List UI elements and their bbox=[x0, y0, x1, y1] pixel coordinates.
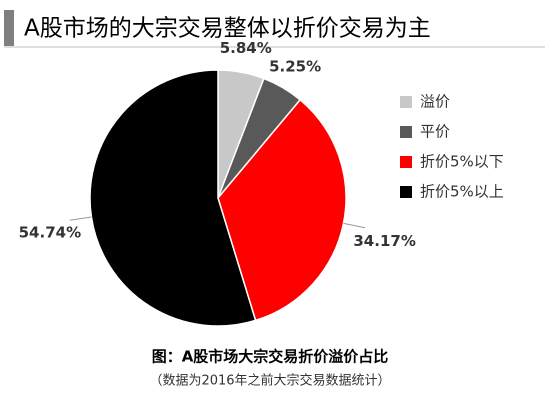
legend-label: 折价5%以上 bbox=[420, 183, 504, 201]
data-label: 5.84% bbox=[220, 39, 272, 57]
pie-slice bbox=[217, 98, 347, 322]
leader-line bbox=[343, 222, 366, 229]
pie-slice bbox=[89, 69, 257, 327]
legend-label: 溢价 bbox=[420, 93, 450, 111]
legend-swatch bbox=[400, 126, 412, 138]
caption: 图：A股市场大宗交易折价溢价占比 bbox=[152, 348, 389, 366]
data-label: 5.25% bbox=[269, 57, 321, 75]
legend-label: 平价 bbox=[420, 123, 450, 141]
legend-label: 折价5%以下 bbox=[420, 153, 504, 171]
title-marker bbox=[4, 10, 14, 46]
legend-swatch bbox=[400, 156, 412, 168]
data-label: 54.74% bbox=[19, 224, 81, 242]
chart-title: A股市场的大宗交易整体以折价交易为主 bbox=[24, 16, 431, 42]
leader-line bbox=[69, 216, 92, 221]
legend-swatch bbox=[400, 96, 412, 108]
legend-swatch bbox=[400, 186, 412, 198]
note: （数据为2016年之前大宗交易数据统计） bbox=[149, 373, 390, 389]
data-label: 34.17% bbox=[353, 232, 415, 250]
